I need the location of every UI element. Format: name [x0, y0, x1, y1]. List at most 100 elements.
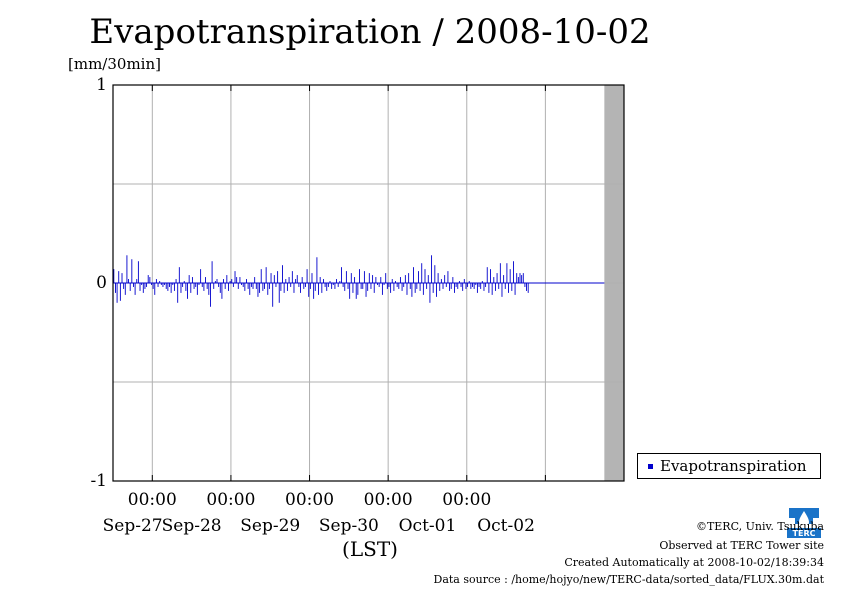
data-bar: [458, 281, 460, 283]
data-bar: [314, 283, 316, 291]
data-bar: [201, 283, 203, 287]
data-bar: [527, 283, 529, 293]
data-bar: [133, 283, 134, 287]
data-bar: [327, 283, 329, 287]
data-bar: [131, 259, 133, 283]
data-bar: [390, 283, 392, 293]
data-bar: [149, 277, 151, 283]
data-bar: [398, 283, 400, 289]
data-bar: [162, 283, 164, 287]
data-bar: [363, 271, 365, 283]
data-bar: [427, 275, 429, 283]
data-bar: [432, 283, 434, 293]
data-bar: [309, 283, 311, 289]
data-bar: [119, 283, 121, 301]
data-bar: [252, 283, 254, 289]
data-bar: [450, 283, 452, 289]
data-bar: [170, 283, 172, 293]
data-bar: [319, 277, 321, 283]
x-axis-label: (LST): [342, 537, 398, 561]
data-bar: [493, 277, 495, 283]
legend-label: Evapotranspiration: [660, 457, 807, 475]
data-bar: [511, 283, 513, 291]
data-bar: [440, 279, 442, 283]
data-bar: [480, 283, 482, 289]
data-bar: [144, 283, 146, 289]
data-bar: [342, 283, 344, 287]
data-bar: [337, 283, 339, 287]
chart-title: Evapotranspiration / 2008-10-02: [89, 12, 651, 52]
data-bar: [214, 281, 216, 283]
data-bar: [331, 283, 333, 289]
data-bar: [121, 273, 123, 283]
data-bar: [241, 283, 243, 285]
data-bar: [472, 283, 473, 287]
data-bar: [124, 283, 126, 295]
data-bar: [129, 283, 131, 291]
data-bar: [526, 283, 527, 291]
data-bar: [368, 273, 370, 283]
data-bar: [165, 283, 167, 289]
data-bar: [395, 281, 396, 283]
data-bar: [159, 281, 161, 283]
data-bar: [267, 283, 269, 295]
data-bar: [210, 283, 211, 307]
data-bar: [296, 275, 298, 283]
data-bar: [513, 261, 514, 283]
data-bar: [424, 269, 426, 283]
data-bar: [155, 279, 157, 283]
data-bar: [318, 283, 319, 295]
data-bar: [460, 283, 462, 287]
data-bar: [352, 283, 354, 293]
data-bar: [283, 283, 285, 293]
data-bar: [399, 277, 401, 283]
data-bar: [431, 255, 433, 283]
data-bar: [467, 283, 469, 287]
x-tick-date-label: Sep-27: [102, 516, 163, 536]
data-bar: [206, 283, 208, 289]
data-bar: [142, 283, 144, 293]
data-bar: [422, 283, 424, 295]
data-bar: [196, 283, 198, 295]
data-bar: [175, 279, 177, 283]
data-bar: [501, 283, 503, 297]
data-bar: [242, 283, 244, 287]
data-bar: [198, 283, 200, 285]
data-bar: [503, 275, 505, 283]
data-bar: [219, 283, 221, 293]
data-bar: [439, 283, 441, 291]
data-bar: [146, 283, 148, 287]
data-bar: [301, 277, 303, 283]
legend-swatch: [648, 464, 653, 469]
data-bar: [508, 283, 509, 293]
data-bar: [373, 283, 375, 293]
data-bar: [476, 283, 478, 293]
data-bar: [341, 267, 342, 283]
data-bar: [483, 283, 485, 291]
data-bar: [116, 283, 118, 303]
data-bar: [386, 283, 388, 289]
y-tick-label: 1: [96, 75, 107, 95]
data-bar: [234, 271, 236, 283]
data-bar: [447, 271, 449, 283]
data-bar: [246, 279, 247, 283]
data-bar: [377, 283, 378, 285]
data-bar: [357, 283, 359, 295]
data-bar: [347, 283, 349, 289]
data-bar: [300, 283, 301, 293]
y-tick-label: 0: [96, 273, 107, 293]
data-bar: [457, 283, 459, 289]
data-bar: [468, 281, 470, 283]
data-bar: [169, 283, 170, 287]
data-bar: [295, 279, 297, 283]
data-bar: [372, 275, 374, 283]
data-bar: [413, 267, 414, 283]
data-bar: [288, 277, 290, 283]
data-bar: [250, 283, 252, 287]
svg-text:TERC: TERC: [793, 529, 816, 538]
data-bar: [426, 283, 428, 289]
x-tick-time-label: 00:00: [127, 490, 177, 510]
y-tick-label: -1: [90, 471, 107, 491]
data-bar: [496, 273, 498, 283]
